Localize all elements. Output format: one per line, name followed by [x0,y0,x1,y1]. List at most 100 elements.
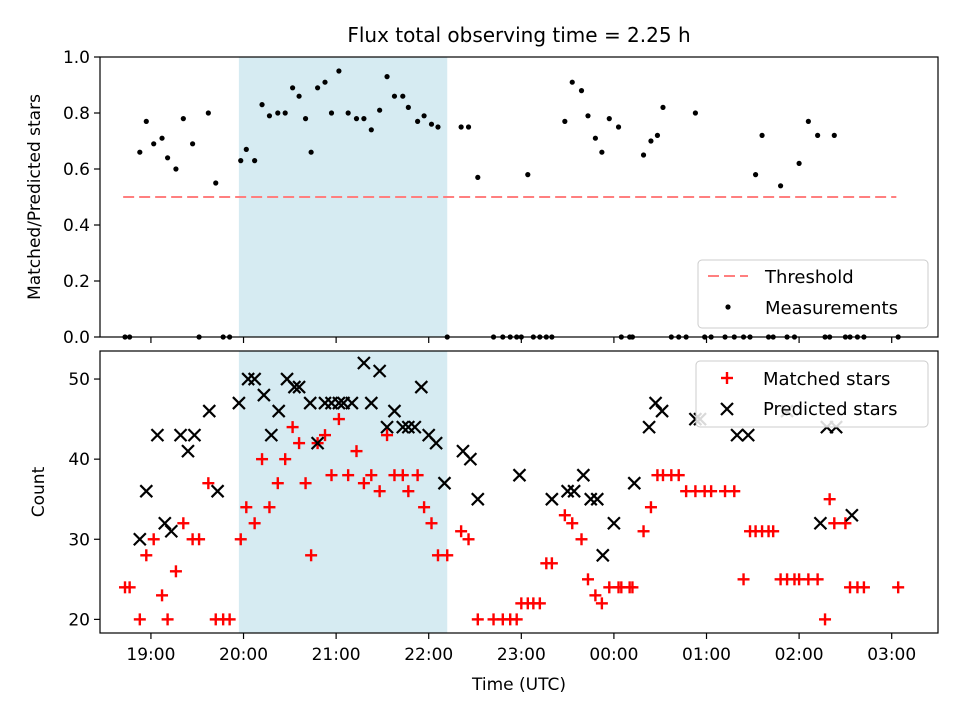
measurement-point [296,93,302,99]
bottom-panel: 20 30 40 50 19:00 20:00 21:00 22:00 23:00 00:00 0… [29,350,939,695]
measurement-point [336,68,342,74]
matched-star-point [411,469,424,482]
matched-star-point [418,501,431,514]
matched-star-point [396,469,409,482]
top-legend: Threshold Measurements [697,259,929,329]
top-legend-box [697,259,929,329]
measurement-point [173,166,179,172]
predicted-star-point [287,380,302,394]
predicted-star-point [590,492,605,506]
predicted-star-point [187,428,202,442]
measurement-point [777,183,784,189]
matched-star-point [589,589,602,602]
matched-star-point [373,485,386,498]
measurement-point [805,118,811,124]
top-y-tick-label: 0.4 [63,216,90,236]
measurement-point [428,121,435,127]
measurement-point [238,158,244,164]
matched-star-point [381,429,394,442]
bottom-legend: Matched stars Predicted stars [695,360,929,428]
matched-star-point [510,613,523,626]
measurement-point [164,155,171,161]
measurement-point [569,79,575,85]
predicted-star-point [607,516,621,531]
predicted-star-point [139,484,154,498]
bottom-y-tick-label: 40 [68,450,90,470]
matched-star-point [737,573,750,586]
measurement-point [252,158,258,164]
predicted-star-point [845,508,859,523]
matched-star-point [240,501,253,514]
bottom-y-tick-label: 50 [68,370,90,390]
predicted-star-point [741,428,755,442]
predicted-star-point [429,436,443,450]
predicted-star-point [357,356,371,370]
matched-star-point [365,469,378,482]
measurement-point [353,116,360,122]
measurement-point [302,116,309,122]
predicted-star-point [292,380,306,394]
top-y-tick-label: 1.0 [63,48,90,68]
matched-star-point [892,581,905,594]
measurement-point [592,135,598,141]
predicted-star-point [387,404,402,418]
predicted-star-point [471,492,485,506]
bottom-y-ticks: 20 30 40 50 [68,370,100,630]
predicted-star-point [596,548,610,563]
bottom-legend-box [695,360,929,428]
measurement-point [465,124,472,130]
measurement-point [377,107,383,113]
measurement-point [435,124,441,130]
matched-star-point [342,469,355,482]
predicted-star-point [642,420,656,434]
predicted-star-point [583,492,598,506]
predicted-star-point [545,492,559,506]
measurement-point [525,172,531,178]
predicted-star-point [173,428,188,442]
predicted-star-point [232,396,246,410]
predicted-star-point [437,476,452,490]
matched-star-point [533,597,546,610]
measurement-point [660,104,666,110]
matched-star-point [575,533,588,546]
predicted-star-point [345,396,359,410]
x-tick-label: 19:00 [126,645,175,665]
measurement-point [578,88,585,94]
measurement-point [213,180,219,186]
measurement-point [259,102,265,108]
predicted-star-point [271,404,286,418]
matched-star-point [271,477,284,490]
top-x-ticks [150,337,893,343]
predicted-star-point [463,452,478,466]
measurement-point [189,141,196,147]
legend-predicted-label: Predicted stars [763,399,897,420]
top-y-tick-label: 0.8 [63,104,90,124]
predicted-star-point [247,372,262,386]
x-tick-label: 21:00 [312,645,361,665]
matched-stars-series [119,413,905,626]
matched-star-point [402,485,415,498]
legend-matched-label: Matched stars [763,369,890,390]
legend-threshold-label: Threshold [764,267,854,288]
chart-title: Flux total observing time = 2.25 h [347,23,690,47]
measurement-point [151,141,157,147]
x-axis-label: Time (UTC) [471,675,566,695]
matched-star-point [177,517,190,530]
bottom-axes-frame [99,350,939,634]
measurement-point [562,118,568,124]
x-tick-label: 23:00 [497,645,546,665]
legend-measurements-label: Measurements [765,298,898,319]
predicted-star-point [396,420,410,434]
matched-star-point [357,477,370,490]
matched-star-point [319,429,332,442]
matched-star-point [545,557,558,570]
predicted-star-point [310,436,325,450]
matched-star-point [256,453,269,466]
matched-star-point [823,493,836,506]
predicted-star-point [303,396,317,410]
matched-star-point [350,445,363,458]
predicted-star-point [512,468,527,482]
bottom-y-axis-label: Count [29,466,49,517]
predicted-star-point [627,476,642,490]
